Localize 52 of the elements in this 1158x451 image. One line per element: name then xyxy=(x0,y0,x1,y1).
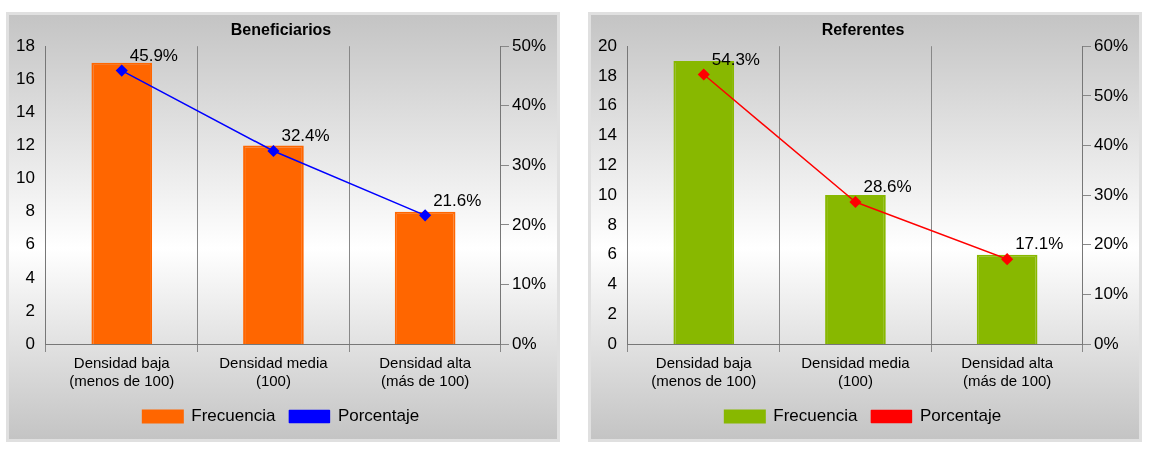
x-tick-label: Densidad alta (más de 100) xyxy=(379,354,472,390)
y-tick-label: 18 xyxy=(597,65,617,85)
y2-tick-label: 20% xyxy=(511,214,547,234)
y-tick-label: 0 xyxy=(25,333,35,353)
data-label: 54.3% xyxy=(711,49,760,69)
y-tick-label: 6 xyxy=(607,244,617,264)
y-tick-label: 4 xyxy=(25,267,35,287)
y-tick-label: 2 xyxy=(25,300,35,320)
y-tick-label: 14 xyxy=(15,102,35,122)
y-tick-label: 6 xyxy=(25,234,35,254)
data-label: 17.1% xyxy=(1015,234,1064,254)
y2-tick-label: 30% xyxy=(1093,184,1129,204)
y2-tick-label: 50% xyxy=(511,35,547,55)
y2-tick-label: 10% xyxy=(1093,284,1129,304)
legend-label: Frecuencia xyxy=(773,406,858,426)
data-label: 45.9% xyxy=(129,45,178,65)
y-tick-label: 14 xyxy=(597,125,617,145)
y-tick-label: 10 xyxy=(597,184,617,204)
y2-tick-label: 50% xyxy=(1093,85,1129,105)
y2-tick-label: 10% xyxy=(511,274,547,294)
data-label: 32.4% xyxy=(281,126,330,146)
x-tick-label: Densidad baja (menos de 100) xyxy=(651,354,757,390)
y-tick-label: 2 xyxy=(607,303,617,323)
legend-label: Porcentaje xyxy=(919,406,1002,426)
legend-label: Frecuencia xyxy=(191,406,276,426)
y2-tick-label: 40% xyxy=(1093,135,1129,155)
y-tick-label: 4 xyxy=(607,274,617,294)
y-tick-label: 8 xyxy=(607,214,617,234)
x-tick-label: Densidad media (100) xyxy=(219,354,329,390)
data-label: 21.6% xyxy=(433,190,482,210)
chart-title: Beneficiarios xyxy=(230,21,332,39)
chart-title: Referentes xyxy=(821,21,905,39)
y2-tick-label: 0% xyxy=(1093,333,1119,353)
y2-tick-label: 20% xyxy=(1093,234,1129,254)
data-label: 28.6% xyxy=(863,177,912,197)
y-tick-label: 10 xyxy=(15,168,35,188)
y-tick-label: 12 xyxy=(15,135,35,155)
y-tick-label: 8 xyxy=(25,201,35,221)
x-tick-label: Densidad baja (menos de 100) xyxy=(69,354,175,390)
y2-tick-label: 60% xyxy=(1093,35,1129,55)
y2-tick-label: 0% xyxy=(511,333,537,353)
y2-tick-label: 40% xyxy=(511,95,547,115)
legend-label: Porcentaje xyxy=(337,406,420,426)
y-tick-label: 20 xyxy=(597,35,617,55)
y-tick-label: 16 xyxy=(15,68,35,88)
y-tick-label: 12 xyxy=(597,155,617,175)
y-tick-label: 18 xyxy=(15,35,35,55)
x-tick-label: Densidad alta (más de 100) xyxy=(961,354,1054,390)
y-tick-label: 0 xyxy=(607,333,617,353)
y2-tick-label: 30% xyxy=(511,155,547,175)
y-tick-label: 16 xyxy=(597,95,617,115)
x-tick-label: Densidad media (100) xyxy=(801,354,911,390)
